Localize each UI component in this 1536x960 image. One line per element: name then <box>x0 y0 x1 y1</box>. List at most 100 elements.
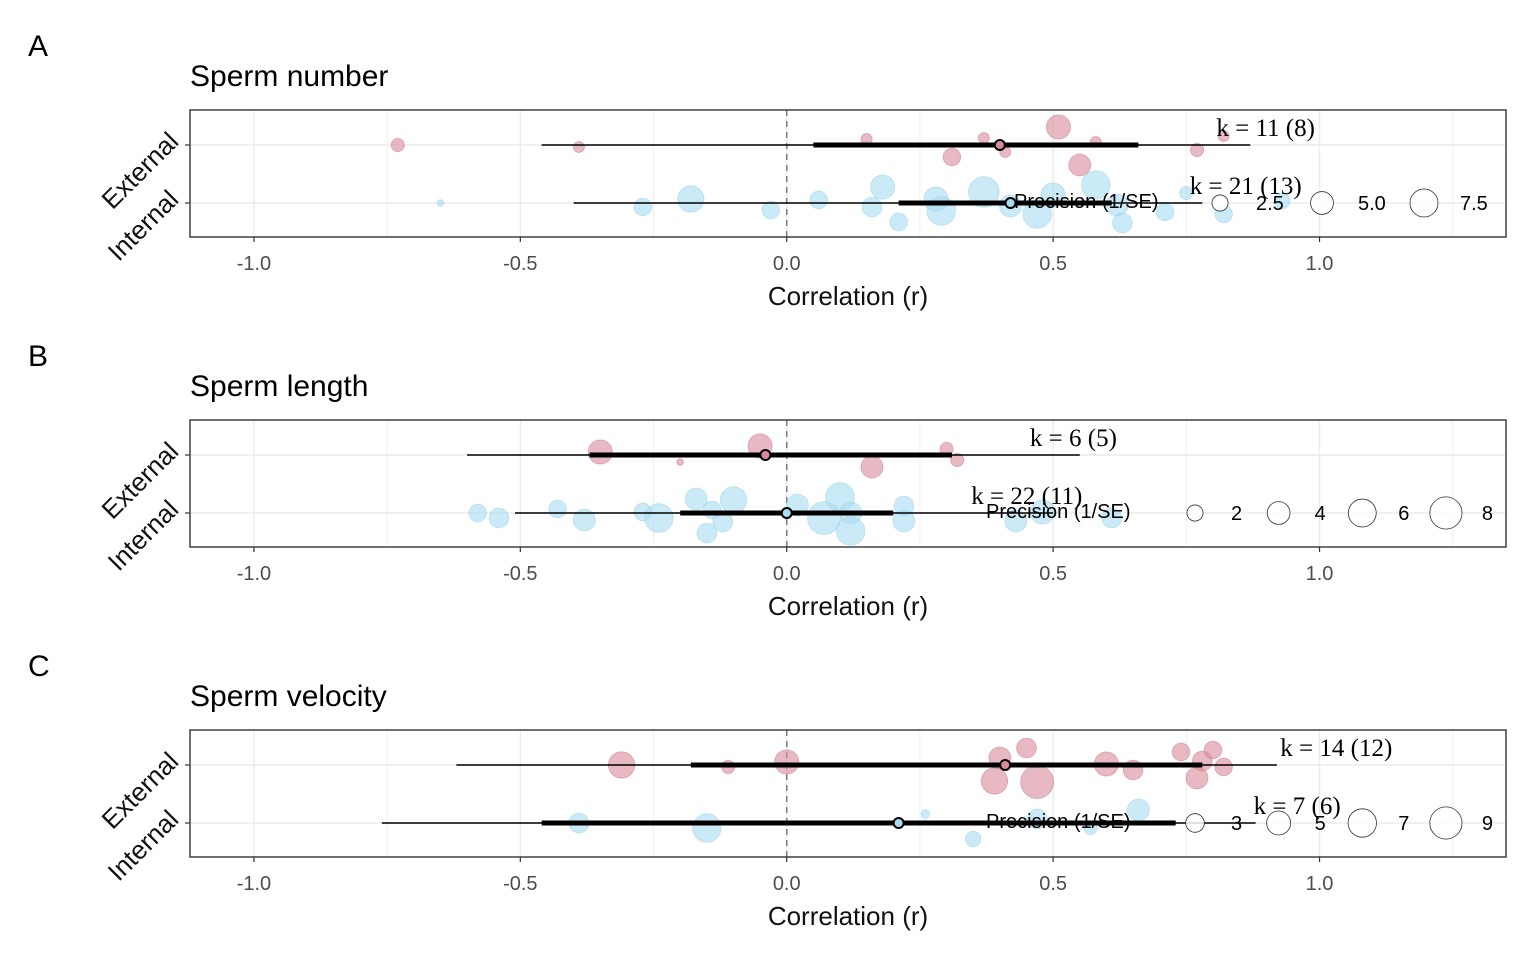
legend-label: 5.0 <box>1358 193 1386 215</box>
panel-title: Sperm number <box>190 60 389 93</box>
legend-label: 9 <box>1482 813 1493 835</box>
point-internal <box>677 185 705 213</box>
k-label: k = 7 (6) <box>1254 793 1341 820</box>
panel-sperm-number: A Sperm number k = 11 (8) k = 21 (13) Prec… <box>0 0 1536 311</box>
point-internal <box>548 499 567 519</box>
x-tick-label: 1.0 <box>1306 563 1334 585</box>
point-internal <box>920 809 931 819</box>
point-external <box>1217 130 1230 142</box>
point-external <box>1214 757 1233 777</box>
panel-title: Sperm length <box>190 370 369 403</box>
mean-estimate <box>759 449 772 461</box>
legend-label: 4 <box>1315 503 1326 525</box>
mean-estimate <box>999 759 1012 771</box>
x-tick-label: -0.5 <box>503 873 537 895</box>
point-internal <box>861 196 883 218</box>
point-internal <box>1155 202 1175 222</box>
legend-size-key <box>1185 813 1205 833</box>
point-external <box>573 141 585 153</box>
point-internal <box>1112 212 1133 234</box>
point-internal <box>1274 192 1291 210</box>
legend-label: 3 <box>1231 813 1242 835</box>
x-tick-label: 0.5 <box>1039 563 1067 585</box>
point-internal <box>965 830 982 848</box>
panel-sperm-length: B Sperm length k = 6 (5) k = 22 (11) Preci… <box>0 310 1536 621</box>
x-axis-title: Correlation (r) <box>768 281 928 311</box>
point-internal <box>835 516 866 546</box>
point-internal <box>809 190 828 210</box>
legend-label: 7.5 <box>1460 193 1488 215</box>
x-tick-label: 1.0 <box>1306 253 1334 275</box>
point-internal <box>889 212 908 232</box>
mean-estimate <box>780 507 793 519</box>
x-tick-label: -1.0 <box>237 253 271 275</box>
k-label: k = 6 (5) <box>1030 425 1117 452</box>
point-external <box>1045 114 1071 140</box>
x-tick-label: 1.0 <box>1306 873 1334 895</box>
legend-size-key <box>1266 501 1291 525</box>
point-external <box>980 767 1009 795</box>
legend-size-key <box>1266 810 1292 836</box>
legend-size-key <box>1429 806 1463 840</box>
point-internal <box>696 522 718 544</box>
x-tick-label: 0.0 <box>773 253 801 275</box>
plot-border <box>189 419 1507 548</box>
panel-sperm-velocity: C Sperm velocity k = 14 (12) k = 7 (6) Pre… <box>0 620 1536 931</box>
legend-size-key <box>1409 188 1439 218</box>
point-external <box>942 147 962 167</box>
point-internal <box>892 509 916 533</box>
legend-label: 2 <box>1231 503 1242 525</box>
legend-size-key <box>1186 504 1204 522</box>
point-external <box>1020 765 1055 799</box>
x-tick-label: -1.0 <box>237 563 271 585</box>
legend-label: 2.5 <box>1256 193 1284 215</box>
legend-label: 6 <box>1398 503 1409 525</box>
k-label: k = 11 (8) <box>1216 115 1315 142</box>
point-external <box>587 439 613 465</box>
point-internal <box>692 813 722 843</box>
k-label: k = 21 (13) <box>1190 173 1302 200</box>
legend-title: Precision (1/SE) <box>986 501 1131 523</box>
point-external <box>977 132 990 144</box>
point-internal <box>719 486 748 514</box>
panel-letter: C <box>28 650 50 683</box>
point-internal <box>684 487 708 511</box>
point-internal <box>1101 507 1123 529</box>
x-tick-label: -1.0 <box>237 873 271 895</box>
x-tick-label: 0.0 <box>773 563 801 585</box>
point-external <box>860 455 884 479</box>
point-external <box>950 452 965 467</box>
legend-label: 7 <box>1398 813 1409 835</box>
point-external <box>390 137 405 152</box>
legend-label: 8 <box>1482 503 1493 525</box>
point-external <box>676 458 684 466</box>
legend-size-key <box>1429 496 1463 530</box>
x-axis-title: Correlation (r) <box>768 591 928 621</box>
point-external <box>774 749 800 775</box>
point-external <box>1189 142 1204 157</box>
plot-border <box>189 729 1507 858</box>
legend-size-key <box>1347 808 1377 838</box>
plot-background <box>190 730 1506 857</box>
x-tick-label: -0.5 <box>503 253 537 275</box>
point-internal <box>1126 798 1150 822</box>
k-label: k = 22 (11) <box>971 483 1082 510</box>
x-axis-title: Correlation (r) <box>768 901 928 931</box>
point-internal <box>572 508 596 532</box>
legend-size-key <box>1211 194 1229 212</box>
plot-background <box>190 110 1506 237</box>
legend-title: Precision (1/SE) <box>1014 191 1159 213</box>
mean-estimate <box>1004 197 1017 209</box>
point-internal <box>870 174 896 200</box>
point-internal <box>1022 199 1052 229</box>
panel-title: Sperm velocity <box>190 680 387 713</box>
mean-estimate <box>993 139 1006 151</box>
legend-label: 5 <box>1315 813 1326 835</box>
forest-plot: k = 14 (12) k = 7 (6) Precision (1/SE) 3 5 7 9… <box>96 729 1507 931</box>
k-label: k = 14 (12) <box>1280 735 1392 762</box>
panel-letter: A <box>28 30 49 63</box>
point-internal <box>488 507 510 529</box>
point-internal <box>1004 509 1028 533</box>
x-tick-label: 0.5 <box>1039 253 1067 275</box>
plot-border <box>189 109 1507 238</box>
